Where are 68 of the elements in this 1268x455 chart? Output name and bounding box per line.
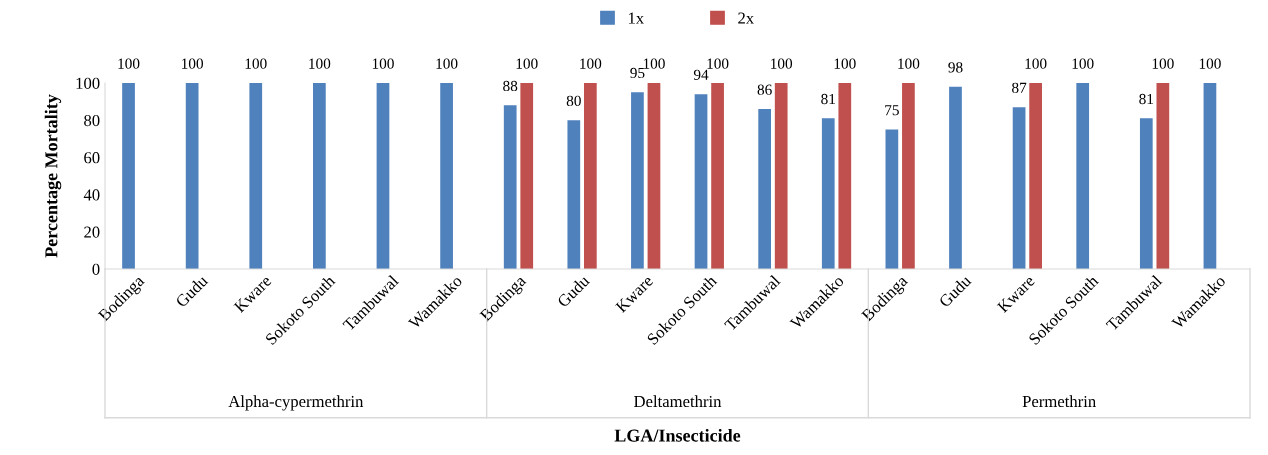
data-label: 87 xyxy=(1012,82,1027,93)
data-label: 94 xyxy=(693,69,709,80)
bar xyxy=(1156,83,1170,269)
y-tick-label: 100 xyxy=(76,77,100,89)
x-tick-label: Gudu xyxy=(556,274,591,308)
data-label: 75 xyxy=(885,105,899,116)
bar xyxy=(647,83,661,269)
data-label: 81 xyxy=(821,93,835,105)
y-tick-label: 20 xyxy=(84,226,100,238)
data-label: 100 xyxy=(643,58,665,69)
bar xyxy=(122,83,135,269)
data-label: 100 xyxy=(898,58,920,69)
bar xyxy=(1076,83,1090,269)
bar xyxy=(838,83,852,269)
bar xyxy=(1203,83,1217,269)
bar xyxy=(313,83,326,269)
y-tick-label: 80 xyxy=(84,114,100,127)
bar xyxy=(249,83,263,269)
bar xyxy=(631,92,644,269)
data-label: 100 xyxy=(1152,58,1174,69)
legend-label: 1x xyxy=(628,12,644,24)
data-label: 100 xyxy=(707,58,729,69)
data-label: 100 xyxy=(182,58,204,69)
text: Deltamethrin xyxy=(634,395,722,408)
bar xyxy=(694,94,708,269)
bar xyxy=(520,83,534,269)
text: Alpha-cypermethrin xyxy=(228,395,364,411)
data-label: 88 xyxy=(503,80,518,92)
bar xyxy=(1012,107,1026,269)
data-label: 100 xyxy=(372,58,394,69)
bar xyxy=(758,109,772,269)
bar xyxy=(949,86,962,269)
data-label: 100 xyxy=(118,58,140,69)
data-label: 98 xyxy=(948,62,963,73)
data-label: 86 xyxy=(757,84,772,95)
data-label: 100 xyxy=(245,58,267,69)
y-tick-label: 60 xyxy=(84,152,100,164)
bar xyxy=(1029,83,1042,269)
bar xyxy=(1139,118,1153,269)
bar xyxy=(902,83,915,269)
text: Permethrin xyxy=(1022,395,1096,408)
data-label: 100 xyxy=(309,58,331,69)
data-label: 100 xyxy=(580,58,602,69)
data-label: 100 xyxy=(1025,58,1047,69)
bar xyxy=(821,118,835,269)
bar xyxy=(376,83,390,269)
legend-label: 2x xyxy=(738,12,754,24)
data-label: 80 xyxy=(566,95,581,106)
data-label: 100 xyxy=(436,58,458,69)
bar xyxy=(440,83,453,269)
data-label: 100 xyxy=(1072,58,1094,69)
bar xyxy=(185,83,199,269)
data-label: 100 xyxy=(516,58,538,69)
data-label: 95 xyxy=(630,67,645,79)
bar xyxy=(885,129,899,269)
bar xyxy=(774,83,788,269)
x-axis-title: LGA/Insecticide xyxy=(614,428,741,442)
bar xyxy=(583,83,597,269)
bar xyxy=(503,105,517,269)
data-label: 100 xyxy=(834,58,856,69)
y-axis-title: Percentage Mortality xyxy=(44,94,62,258)
data-label: 100 xyxy=(1199,58,1221,69)
y-tick-label: 0 xyxy=(92,263,100,275)
bar xyxy=(567,120,581,269)
bar xyxy=(711,83,724,269)
y-tick-label: 40 xyxy=(83,189,100,201)
data-label: 100 xyxy=(771,58,793,69)
data-label: 81 xyxy=(1139,93,1154,105)
